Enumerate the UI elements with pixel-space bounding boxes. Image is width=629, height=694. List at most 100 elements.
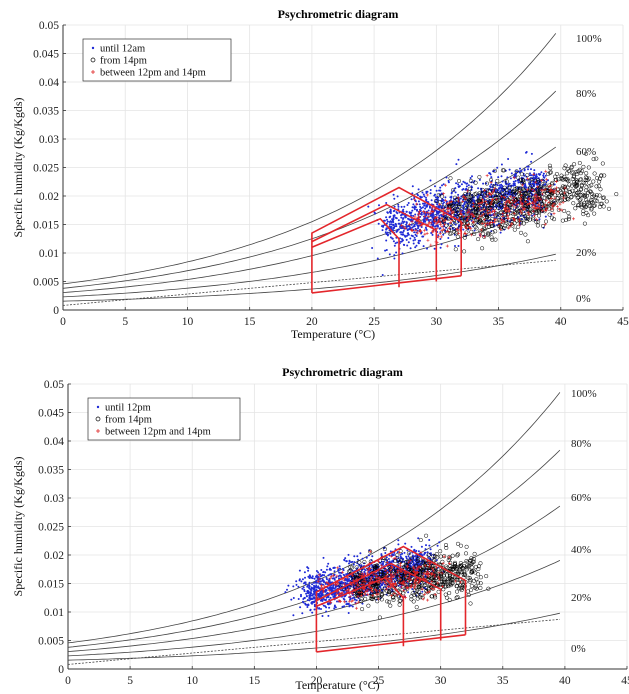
data-point xyxy=(436,235,440,239)
data-point xyxy=(379,572,384,577)
data-point xyxy=(534,210,539,215)
data-point xyxy=(423,212,426,215)
data-point xyxy=(417,563,420,566)
data-point xyxy=(536,213,542,218)
data-point xyxy=(507,158,510,160)
data-point xyxy=(448,577,454,582)
data-point xyxy=(565,196,570,201)
data-point xyxy=(477,187,480,190)
data-point xyxy=(527,168,529,171)
data-point xyxy=(480,214,484,218)
data-point xyxy=(465,185,468,188)
legend-marker xyxy=(95,416,101,422)
data-point xyxy=(563,186,567,190)
data-point xyxy=(536,178,541,183)
data-point xyxy=(367,585,371,589)
data-point xyxy=(415,555,418,558)
data-point xyxy=(425,591,429,595)
data-point xyxy=(419,550,423,554)
data-point xyxy=(410,198,413,201)
data-point xyxy=(452,195,458,200)
data-point xyxy=(385,222,388,225)
data-point xyxy=(406,576,411,581)
data-point xyxy=(385,249,388,251)
data-point xyxy=(344,581,347,584)
data-point xyxy=(341,605,344,608)
data-point xyxy=(436,574,441,579)
data-point xyxy=(300,595,302,598)
data-point xyxy=(391,597,396,602)
data-point xyxy=(470,233,474,237)
rh-curve xyxy=(63,259,556,306)
data-point xyxy=(419,205,422,208)
data-point xyxy=(432,569,436,573)
data-point xyxy=(470,219,473,222)
data-point xyxy=(431,233,434,236)
data-point xyxy=(301,587,304,590)
data-point xyxy=(478,178,481,181)
data-point xyxy=(347,602,350,605)
data-point xyxy=(471,556,476,561)
data-point xyxy=(392,240,395,243)
data-point xyxy=(491,195,494,197)
data-point xyxy=(430,586,434,590)
rh-label: 40% xyxy=(571,544,591,556)
data-point xyxy=(414,605,419,610)
data-point xyxy=(468,588,473,593)
rh-label: 20% xyxy=(571,592,591,604)
y-tick-label: 0.045 xyxy=(38,408,64,420)
data-point xyxy=(579,187,584,192)
data-point xyxy=(464,544,469,549)
data-point xyxy=(523,190,528,195)
data-point xyxy=(347,612,350,614)
data-point xyxy=(455,553,460,558)
data-point xyxy=(437,212,440,215)
data-point xyxy=(440,243,443,246)
data-point xyxy=(507,184,512,190)
data-point xyxy=(368,554,370,557)
data-point xyxy=(490,217,495,222)
data-point xyxy=(465,189,469,193)
data-point xyxy=(504,220,509,225)
data-point xyxy=(507,200,511,204)
data-point xyxy=(348,562,350,565)
data-point xyxy=(327,562,330,565)
data-point xyxy=(301,612,304,615)
data-point xyxy=(470,185,473,188)
data-point xyxy=(348,564,353,570)
data-point xyxy=(467,222,471,226)
legend-marker xyxy=(96,405,100,409)
data-point xyxy=(462,194,466,198)
data-point xyxy=(478,575,483,580)
data-point xyxy=(466,215,470,219)
data-point xyxy=(583,205,588,210)
x-tick-label: 15 xyxy=(249,675,261,687)
data-point xyxy=(345,560,348,563)
data-point xyxy=(597,193,602,198)
y-tick-label: 0.01 xyxy=(44,607,64,619)
data-point xyxy=(393,197,396,200)
data-point xyxy=(581,180,586,185)
y-axis-title: Specific humidity (Kg/Kgds) xyxy=(11,98,25,238)
data-point xyxy=(371,555,374,558)
data-point xyxy=(444,230,447,233)
data-point xyxy=(343,605,346,608)
data-point xyxy=(553,183,556,186)
data-point xyxy=(465,226,469,230)
data-point xyxy=(420,223,424,227)
y-tick-label: 0.04 xyxy=(44,436,64,448)
data-point xyxy=(429,192,432,195)
data-point xyxy=(404,574,408,578)
data-point xyxy=(437,577,441,581)
data-point xyxy=(447,226,451,230)
data-point xyxy=(575,190,580,195)
data-point xyxy=(348,595,352,599)
data-point xyxy=(406,577,410,581)
y-tick-label: 0.02 xyxy=(44,550,64,562)
data-point xyxy=(418,230,422,234)
x-tick-label: 25 xyxy=(373,675,385,687)
data-point xyxy=(450,200,454,204)
data-point xyxy=(425,544,427,547)
